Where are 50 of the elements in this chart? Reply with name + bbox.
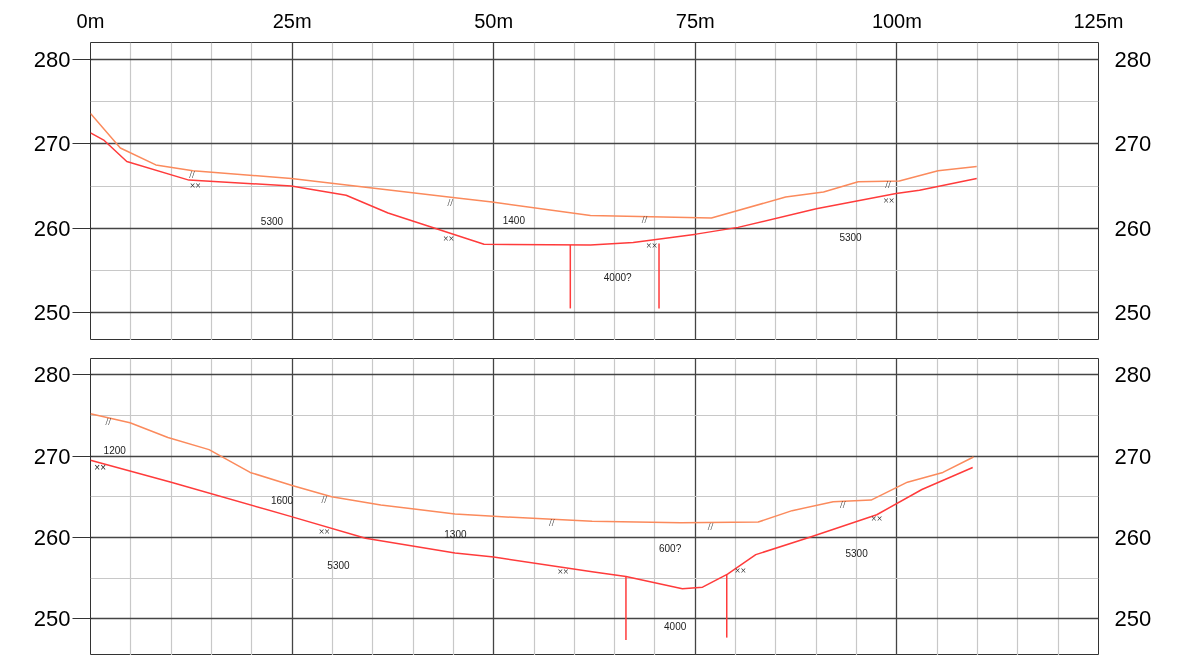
y2-tick-label: 260 [1114,525,1152,551]
y-tick-label: 260 [33,525,71,551]
annotation: // [885,178,892,190]
annotation: 4000 [664,620,687,632]
annotation: // [189,168,196,180]
annotation: 5300 [839,231,863,243]
x-tick-label: 25m [272,9,312,32]
annotation: ×× [557,566,569,578]
x-tick-label: 100m [871,9,922,32]
y-tick-label: 250 [33,300,71,326]
annotation: // [321,493,328,505]
annotation: ×× [871,513,883,525]
y2-tick-label: 260 [1114,215,1152,241]
annotation: ×× [318,526,330,538]
y2-tick-label: 250 [1114,606,1152,632]
annotation: ×× [646,239,658,251]
y-tick-label: 280 [33,46,71,72]
annotation: ×× [883,194,895,206]
y-tick-label: 250 [33,606,71,632]
y-tick-label: 280 [33,362,71,388]
y2-tick-label: 280 [1114,46,1152,72]
y2-tick-label: 250 [1114,300,1152,326]
annotation: 5300 [845,548,869,560]
y2-tick-label: 270 [1114,443,1152,469]
annotation: 4000? [603,271,633,283]
y-tick-label: 260 [33,215,71,241]
x-tick-label: 50m [474,9,514,32]
x-tick-label: 0m [76,9,105,32]
annotation: // [840,499,846,511]
annotation: // [447,196,454,208]
y2-tick-label: 270 [1114,131,1152,157]
annotation: 5300 [260,215,284,227]
y2-tick-label: 280 [1114,362,1152,388]
annotation: 600? [658,543,682,555]
annotation: 1300 [444,528,467,540]
y-tick-label: 270 [33,131,71,157]
annotation: // [548,517,555,529]
annotation: 5300 [327,560,351,572]
x-tick-label: 125m [1073,9,1124,32]
annotation: // [105,416,112,428]
x-tick-label: 75m [675,9,715,32]
annotation: // [641,214,648,226]
annotation: ×× [442,232,455,244]
annotation: ×× [734,565,747,577]
y-tick-label: 270 [33,443,71,469]
annotation: ×× [189,179,201,191]
annotation: 1400 [502,214,526,226]
annotation: // [707,520,714,532]
annotation: ×× [94,462,107,473]
annotation: 1200 [103,444,127,456]
